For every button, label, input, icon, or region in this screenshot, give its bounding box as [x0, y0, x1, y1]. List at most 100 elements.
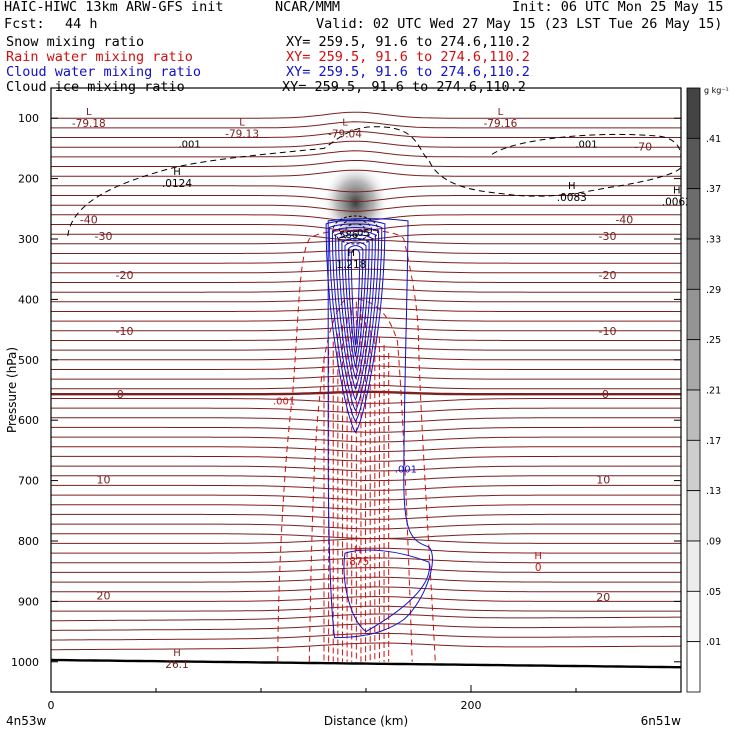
cloud-water-contour [338, 234, 373, 391]
contour-value-label: .001 [178, 140, 200, 151]
right-endpoint: 6n51w [641, 714, 682, 728]
colorbar-cell [686, 490, 701, 542]
colorbar-tick-label: .17 [706, 436, 721, 447]
colorbar-cell [686, 590, 701, 643]
extremum-value: 26.1 [165, 659, 188, 671]
x-tick-label: 200 [461, 699, 482, 712]
cloud-water-contour [325, 219, 386, 434]
colorbar-cell [686, 188, 701, 240]
colorbar-tick-label: .37 [706, 184, 721, 195]
isotherm-line [51, 185, 681, 193]
snow-contour-outer [67, 126, 681, 237]
colorbar-cell [686, 339, 701, 391]
cloud-water-contour-outer [327, 218, 433, 639]
isotherm-line [51, 121, 681, 129]
isotherm-label: -20 [599, 269, 617, 282]
contour-value-label: .001 [273, 396, 295, 407]
contour-value-label: .586 [336, 230, 358, 241]
fcst-value: 44 h [65, 16, 98, 32]
isotherm-line [51, 287, 681, 293]
extremum-marker: L [498, 107, 504, 118]
isotherm-line [51, 204, 681, 212]
freezing-level-isotherm [51, 390, 681, 396]
y-tick-label: 700 [18, 475, 39, 488]
cloud-water-contour [347, 245, 364, 357]
isotherm-line [51, 642, 681, 651]
y-tick-label: 500 [18, 354, 39, 367]
isotherm-label: -30 [599, 230, 617, 243]
isotherm-label: -10 [599, 325, 617, 338]
y-tick-label: 600 [18, 414, 39, 427]
isotherm-line [51, 297, 681, 303]
cloud-water-contour [328, 223, 383, 423]
extremum-marker: L [86, 107, 92, 118]
colorbar-tick-label: .41 [706, 134, 721, 145]
field-cloud-ice-label: Cloud ice mixing ratio [6, 79, 185, 95]
cloud-ice-maximum [321, 162, 390, 243]
extremum-value: -79.04 [328, 128, 362, 140]
y-tick-label: 900 [18, 595, 39, 608]
extremum-value: .0083 [557, 192, 587, 204]
colorbar-tick-label: .25 [706, 335, 721, 346]
x-axis-label: Distance (km) [324, 714, 408, 728]
colorbar-cell [686, 540, 701, 592]
extremum-marker: H [173, 648, 181, 659]
field-snow-label: Snow mixing ratio [6, 34, 145, 50]
colorbar-cell [686, 87, 701, 139]
isotherm-label: 0 [602, 388, 609, 401]
extremum-value: -79.18 [72, 118, 106, 130]
extremum-marker: H [673, 186, 681, 197]
colorbar-tick-label: .05 [706, 587, 721, 598]
colorbar-cell [686, 137, 701, 190]
isotherm-line [51, 375, 681, 380]
org-label: NCAR/MMM [275, 0, 341, 15]
fcst-label: Fcst: [4, 16, 45, 32]
isotherm-line [51, 140, 681, 148]
isotherm-line [51, 513, 681, 520]
isotherm-line [51, 484, 681, 491]
colorbar-cell [686, 238, 701, 290]
surface-pressure-line [51, 658, 681, 669]
extremum-value: -79.16 [483, 118, 517, 130]
isotherm-label: -10 [116, 325, 134, 338]
colorbar-cell [686, 641, 701, 693]
isotherm-label: 10 [596, 473, 610, 486]
isotherm-label: 20 [596, 591, 610, 604]
field-cloud-water-label: Cloud water mixing ratio [6, 64, 202, 80]
colorbar: .41 .37 .33 .29 .25 .21 .17 .13 .09 .05 .01 g kg⁻¹ [686, 86, 729, 693]
colorbar-cell [686, 439, 701, 492]
rain-contour-mid [308, 298, 413, 662]
colorbar-tick-label: .13 [706, 486, 721, 497]
isotherm-label: -20 [116, 269, 134, 282]
isotherm-label: -40 [615, 214, 633, 227]
snow-contour-core [332, 215, 379, 245]
colorbar-tick-label: .09 [706, 537, 721, 548]
cloud-ice-shading [321, 162, 390, 243]
extremum-value: .0062 [662, 197, 692, 209]
extremum-value: 1.218 [336, 259, 366, 271]
cloud-water-contour [335, 230, 376, 401]
rain-contour-outer [277, 229, 436, 662]
extremum-value: -79.13 [225, 128, 259, 140]
extremum-value: 0 [535, 562, 542, 574]
colorbar-tick-label: .01 [706, 637, 721, 648]
isotherm-line [51, 336, 681, 341]
cloud-water-contours [325, 218, 433, 639]
isotherm-label: -40 [80, 214, 98, 227]
colorbar-cell [686, 389, 701, 441]
field-cloud-water-xy: XY= 259.5, 91.6 to 274.6,110.2 [286, 64, 530, 80]
cloud-water-contour [331, 227, 380, 412]
field-cloud-ice-xy: XY= 259.5, 91.6 to 274.6,110.2 [282, 79, 526, 95]
isotherm-label: 10 [97, 473, 111, 486]
isotherm-label: -30 [95, 230, 113, 243]
isotherm-line [51, 504, 681, 511]
y-tick-label: 800 [18, 535, 39, 548]
y-tick-label: 1000 [11, 656, 39, 669]
contour-value-label: .001 [575, 140, 597, 151]
isotherm-line [51, 150, 681, 158]
cloud-water-contour [350, 248, 361, 346]
